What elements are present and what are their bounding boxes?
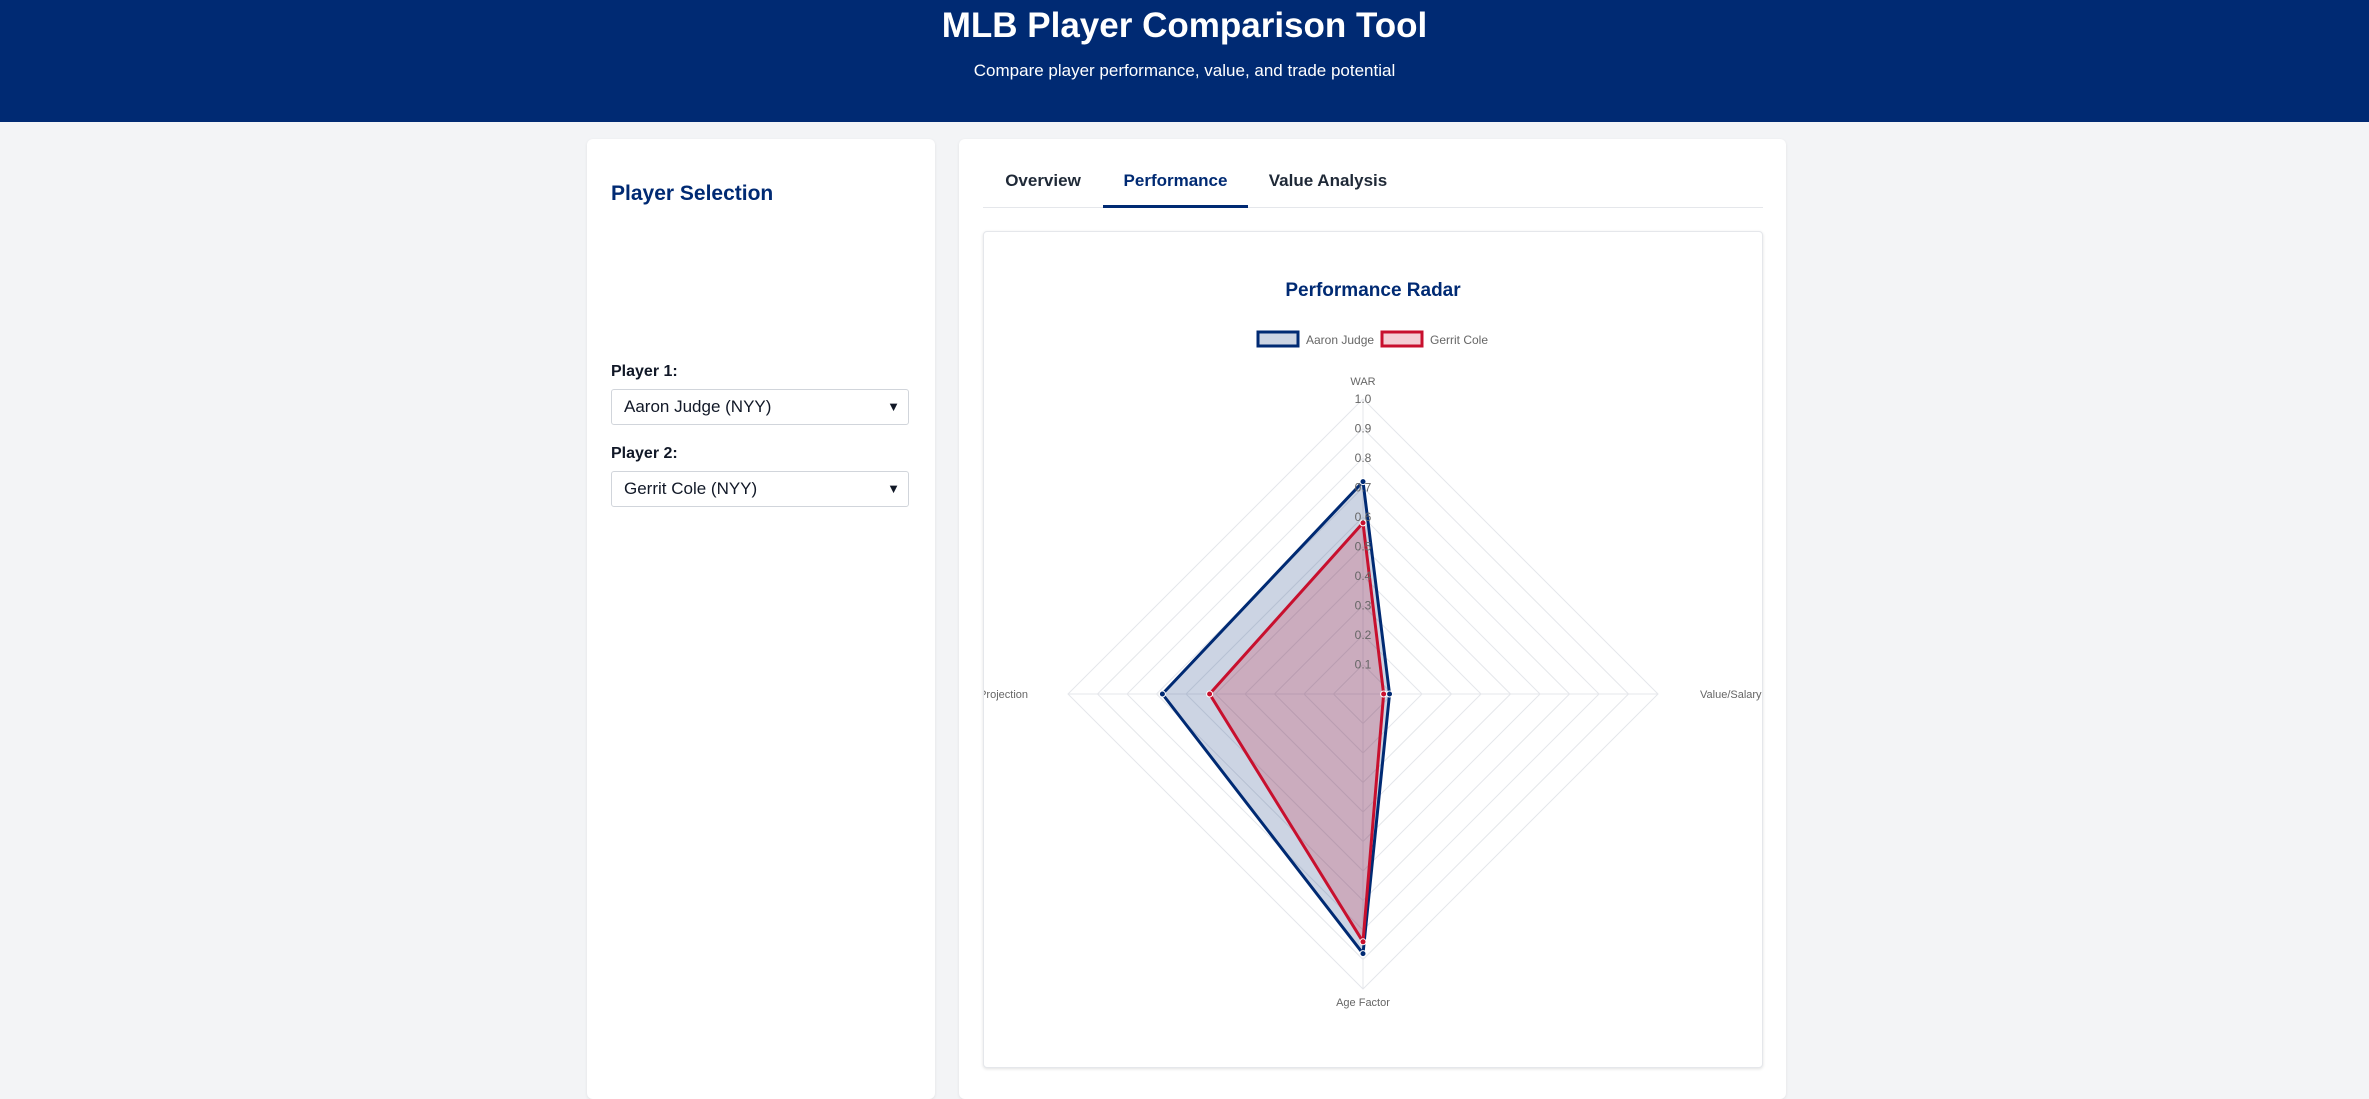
radar-chart: Performance Radar Aaron Judge Gerrit Cole… — [984, 280, 1762, 1009]
tick-label: 0.3 — [1355, 599, 1372, 613]
tick-label: 1.0 — [1355, 392, 1372, 406]
data-point — [1206, 690, 1214, 698]
tick-label: 0.9 — [1355, 422, 1372, 436]
chart-title: Performance Radar — [1285, 280, 1461, 301]
main-panel: Overview Performance Value Analysis Perf… — [959, 139, 1786, 1099]
data-point — [1359, 478, 1367, 486]
tab-overview[interactable]: Overview — [1005, 171, 1081, 190]
radar-axis-labels: WAR Value/Salary Age Factor Projection — [984, 376, 1762, 1009]
chevron-down-icon: ▼ — [887, 481, 900, 496]
player1-label: Player 1: — [611, 363, 678, 380]
tab-performance[interactable]: Performance — [1103, 159, 1248, 208]
app-header: MLB Player Comparison Tool Compare playe… — [0, 0, 2369, 122]
performance-radar-card: Performance Radar Aaron Judge Gerrit Cole… — [983, 231, 1763, 1068]
tick-label: 0.2 — [1355, 628, 1372, 642]
radar-tick-labels: 0.1 0.2 0.3 0.4 0.5 0.6 0.7 0.8 0.9 1.0 — [1355, 392, 1372, 672]
tab-value-analysis[interactable]: Value Analysis — [1268, 171, 1388, 190]
chevron-down-icon: ▼ — [887, 399, 900, 414]
player2-selected-value: Gerrit Cole (NYY) — [624, 479, 758, 498]
data-point — [1359, 938, 1367, 946]
tab-bar: Overview Performance Value Analysis — [983, 159, 1763, 208]
tick-label: 0.1 — [1355, 658, 1372, 672]
tick-label: 0.7 — [1355, 481, 1372, 495]
player1-select[interactable]: Aaron Judge (NYY) ▼ — [611, 389, 909, 425]
player-selection-title: Player Selection — [611, 182, 774, 205]
data-point — [1380, 690, 1388, 698]
data-point — [1158, 690, 1166, 698]
axis-label: Age Factor — [1336, 997, 1390, 1009]
data-point — [1359, 950, 1367, 958]
legend-swatch — [1380, 330, 1424, 348]
chart-legend: Aaron Judge Gerrit Cole — [1256, 330, 1488, 348]
tick-label: 0.4 — [1355, 569, 1372, 583]
tick-label: 0.6 — [1355, 510, 1372, 524]
tick-label: 0.8 — [1355, 451, 1372, 465]
page-title: MLB Player Comparison Tool — [941, 6, 1428, 45]
axis-label: Projection — [984, 689, 1028, 701]
legend-label: Aaron Judge — [1306, 333, 1374, 347]
radar-series — [1158, 478, 1394, 958]
player-selection-panel: Player Selection Player 1: Aaron Judge (… — [587, 139, 935, 1099]
page-subtitle: Compare player performance, value, and t… — [973, 61, 1396, 80]
radar-grid — [1067, 398, 1659, 990]
axis-label: Value/Salary — [1700, 689, 1762, 701]
legend-swatch — [1256, 330, 1300, 348]
player2-select[interactable]: Gerrit Cole (NYY) ▼ — [611, 471, 909, 507]
axis-label: WAR — [1350, 376, 1375, 388]
player2-label: Player 2: — [611, 445, 678, 462]
data-point — [1386, 690, 1394, 698]
data-point — [1359, 519, 1367, 527]
player1-selected-value: Aaron Judge (NYY) — [624, 397, 772, 416]
tick-label: 0.5 — [1355, 540, 1372, 554]
legend-label: Gerrit Cole — [1430, 333, 1488, 347]
